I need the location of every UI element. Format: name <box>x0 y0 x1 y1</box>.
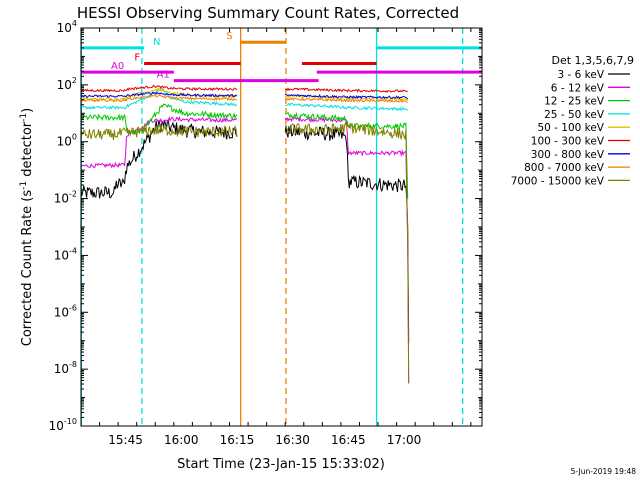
legend-label-6: 300 - 800 keV <box>531 149 605 161</box>
series-line-1 <box>81 115 410 384</box>
y-tick-label: 10-2 <box>54 190 77 206</box>
series-line-0 <box>81 119 410 343</box>
y-tick-label: 100 <box>57 133 77 149</box>
flag-label-a0: A0 <box>111 61 124 72</box>
y-axis-label: Corrected Count Rate (s-1 detector-1) <box>19 108 35 346</box>
legend-label-2: 12 - 25 keV <box>544 96 605 108</box>
y-tick-label: 10-10 <box>49 417 77 433</box>
y-tick-label: 10-4 <box>54 246 77 262</box>
series-line-8 <box>81 121 410 384</box>
legend-label-4: 50 - 100 keV <box>537 122 604 134</box>
legend-label-1: 6 - 12 keV <box>551 82 605 94</box>
x-tick-label: 15:45 <box>108 433 143 447</box>
y-tick-label: 104 <box>57 19 77 35</box>
status-vertical-lines <box>80 28 464 426</box>
flag-label-s: S <box>226 31 232 42</box>
flag-label-a1: A1 <box>157 70 170 81</box>
series-line-7 <box>81 93 408 104</box>
series-line-5 <box>81 84 408 93</box>
series-line-3 <box>81 87 409 112</box>
footer-date: 5-Jun-2019 19:48 <box>571 467 637 476</box>
series-layer <box>81 84 410 384</box>
legend-label-5: 100 - 300 keV <box>531 136 605 148</box>
series-line-2 <box>81 103 409 199</box>
legend-label-7: 800 - 7000 keV <box>524 162 605 174</box>
legend-label-8: 7000 - 15000 keV <box>511 175 605 187</box>
x-axis-label: Start Time (23-Jan-15 15:33:02) <box>177 457 385 472</box>
legend-label-3: 25 - 50 keV <box>544 109 605 121</box>
y-tick-label: 102 <box>57 76 77 92</box>
x-axis: 15:45 16:00 16:15 16:30 16:45 17:00 <box>80 28 472 447</box>
legend-title: Det 1,3,5,6,7,9 <box>551 54 634 67</box>
x-tick-label: 16:15 <box>220 433 255 447</box>
x-tick-label: 17:00 <box>387 433 422 447</box>
flag-label-n: N <box>153 37 160 48</box>
x-tick-label: 16:30 <box>275 433 310 447</box>
legend-label-0: 3 - 6 keV <box>557 69 604 81</box>
y-tick-label: 10-8 <box>54 360 77 376</box>
y-axis: 104 102 100 10-2 10-4 10-6 10-8 10-10 <box>49 19 482 433</box>
x-tick-label: 16:00 <box>164 433 199 447</box>
y-tick-label: 10-6 <box>54 303 77 319</box>
flag-bars: N S F A0 A1 <box>81 31 482 83</box>
x-tick-label: 16:45 <box>331 433 366 447</box>
chart-title: HESSI Observing Summary Count Rates, Cor… <box>77 4 459 22</box>
flag-label-f: F <box>134 53 140 64</box>
series-line-6 <box>81 91 409 100</box>
